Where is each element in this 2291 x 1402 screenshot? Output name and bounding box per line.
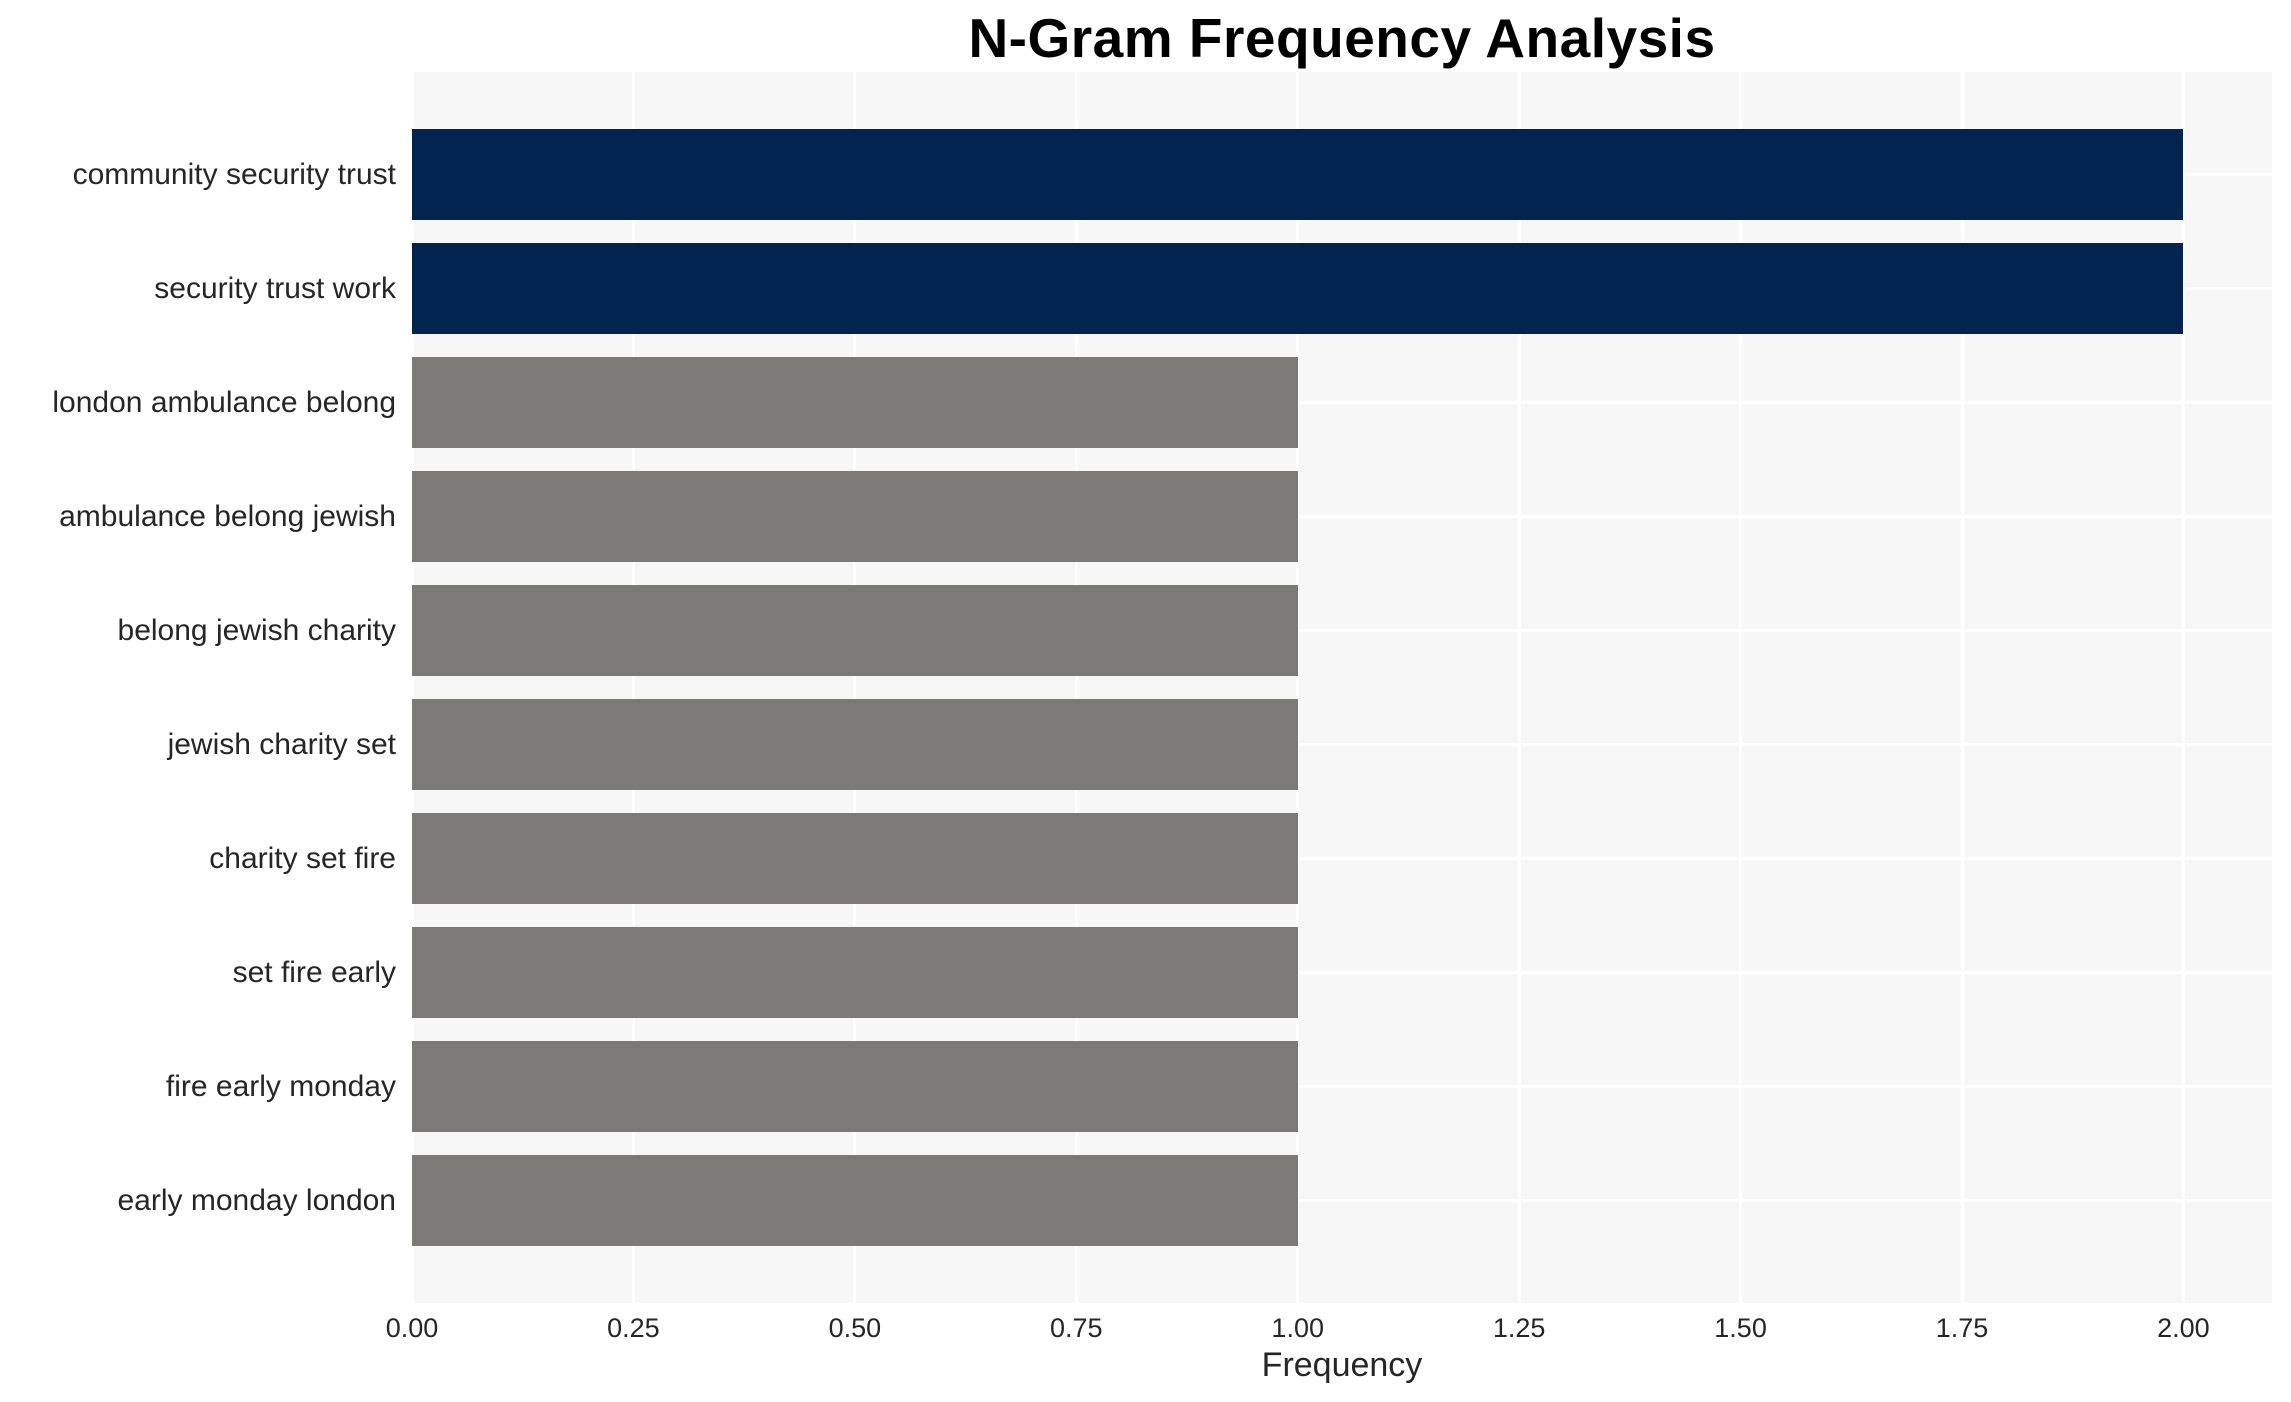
- bar-jewish-charity-set: [412, 699, 1298, 790]
- horizontal-gridline: [412, 401, 2272, 404]
- horizontal-gridline: [412, 1199, 2272, 1202]
- x-axis-tick: 1.50: [1714, 1313, 1767, 1343]
- bar-ambulance-belong-jewish: [412, 471, 1298, 562]
- y-axis-label: belong jewish charity: [117, 613, 396, 647]
- bar-community-security-trust: [412, 129, 2184, 220]
- vertical-gridline: [1517, 72, 1521, 1303]
- vertical-gridline: [410, 72, 414, 1303]
- vertical-gridline: [853, 72, 857, 1303]
- plot-area: [410, 72, 2272, 1303]
- bar-security-trust-work: [412, 243, 2184, 334]
- y-axis-label: ambulance belong jewish: [59, 499, 396, 533]
- y-axis-label: jewish charity set: [167, 727, 396, 761]
- vertical-gridline: [2181, 72, 2185, 1303]
- x-axis-tick: 0.75: [1050, 1313, 1103, 1343]
- bar-fire-early-monday: [412, 1041, 1298, 1132]
- y-axis-label: set fire early: [232, 955, 396, 989]
- y-axis-label: security trust work: [154, 271, 396, 305]
- bar-belong-jewish-charity: [412, 585, 1298, 676]
- x-axis-tick: 0.25: [607, 1313, 660, 1343]
- bar-charity-set-fire: [412, 813, 1298, 904]
- y-axis-label: community security trust: [72, 157, 396, 191]
- x-axis-tick: 1.75: [1935, 1313, 1989, 1343]
- bar-early-monday-london: [412, 1155, 1298, 1246]
- bar-london-ambulance-belong: [412, 357, 1298, 448]
- horizontal-gridline: [412, 971, 2272, 974]
- x-axis-title: Frequency: [1261, 1346, 1423, 1384]
- horizontal-gridline: [412, 857, 2272, 860]
- y-axis-label: charity set fire: [209, 841, 396, 875]
- x-axis-tick: 0.50: [828, 1313, 882, 1343]
- vertical-gridline: [1296, 72, 1300, 1303]
- horizontal-gridline: [412, 515, 2272, 518]
- y-axis-label: london ambulance belong: [52, 385, 396, 419]
- chart-title: N-Gram Frequency Analysis: [968, 7, 1716, 69]
- x-axis-tick: 1.00: [1271, 1313, 1324, 1343]
- vertical-gridline: [1739, 72, 1743, 1303]
- y-axis-label: fire early monday: [165, 1069, 396, 1103]
- vertical-gridline: [1960, 72, 1964, 1303]
- x-axis-tick: 2.00: [2157, 1313, 2210, 1343]
- horizontal-gridline: [412, 1085, 2272, 1088]
- horizontal-gridline: [412, 743, 2272, 746]
- x-axis-tick: 1.25: [1492, 1313, 1546, 1343]
- vertical-gridline: [1074, 72, 1078, 1303]
- bar-set-fire-early: [412, 927, 1298, 1018]
- x-axis-tick: 0.00: [385, 1313, 439, 1343]
- y-axis-label: early monday london: [117, 1183, 396, 1217]
- horizontal-gridline: [412, 629, 2272, 632]
- vertical-gridline: [631, 72, 635, 1303]
